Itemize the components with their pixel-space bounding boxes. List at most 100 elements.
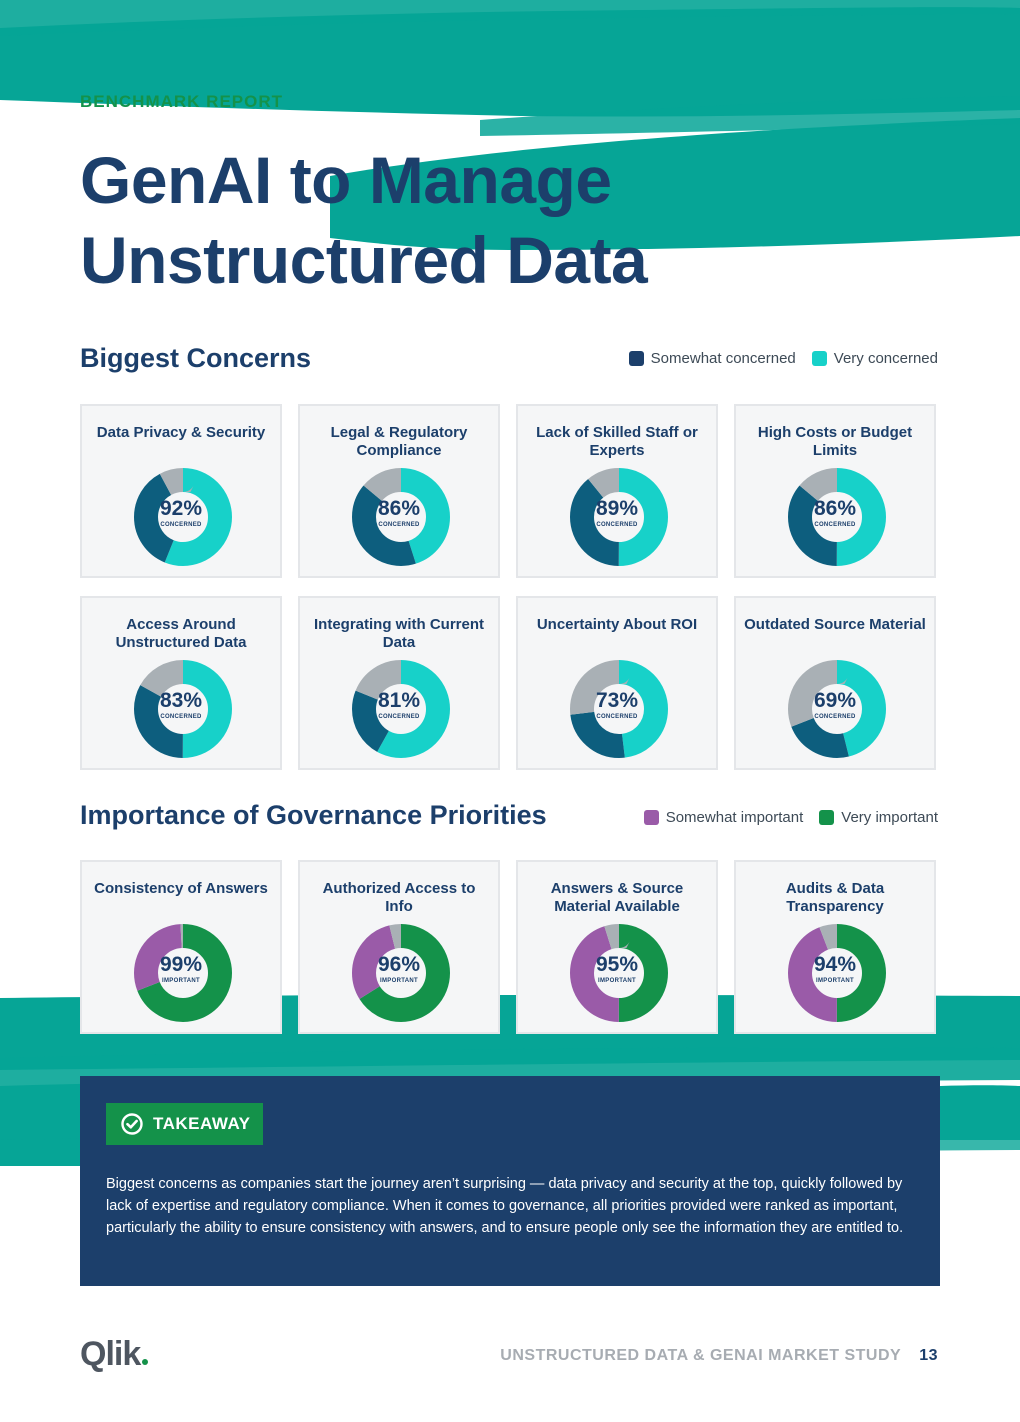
takeaway-badge: TAKEAWAY — [106, 1103, 263, 1145]
donut-chart — [570, 660, 668, 758]
chart-card: Authorized Access to Info 96% IMPORTANT — [298, 860, 500, 1034]
percentage-value: 99% — [159, 953, 203, 976]
donut-segment-not — [134, 468, 232, 566]
footer: UNSTRUCTURED DATA & GENAI MARKET STUDY 1… — [500, 1347, 938, 1365]
chart-card: Data Privacy & Security 92% CONCERNED — [80, 404, 282, 578]
chart-card-title: Lack of Skilled Staff or Experts — [536, 424, 698, 459]
percentage-value: 96% — [377, 953, 421, 976]
percentage-value: 92% — [159, 497, 203, 520]
legend-swatch-very — [819, 810, 835, 825]
donut-segment-not — [570, 660, 668, 758]
donut-segment-somewhat — [352, 924, 450, 1022]
logo-dot — [142, 1359, 149, 1365]
concerns-legend: Somewhat concerned Very concerned — [628, 350, 938, 367]
legend-swatch-somewhat — [643, 810, 659, 825]
percentage-sublabel: CONCERNED — [814, 714, 856, 720]
percentage-value: 73% — [595, 689, 639, 712]
percentage-value: 86% — [813, 497, 857, 520]
legend-swatch-very — [811, 351, 827, 366]
donut-segment-not — [352, 660, 450, 758]
title-line-1: GenAI to Manage — [80, 143, 612, 217]
percentage-sublabel: CONCERNED — [814, 522, 856, 528]
donut-chart — [352, 660, 450, 758]
percentage-sublabel: CONCERNED — [596, 522, 638, 528]
legend-label: Very important — [841, 809, 938, 826]
percentage-value: 94% — [813, 953, 857, 976]
donut-segment-not — [570, 468, 668, 566]
percentage-value: 95% — [595, 953, 639, 976]
chart-card: Outdated Source Material 69% CONCERNED — [734, 596, 936, 770]
legend-item-somewhat-important: Somewhat important — [643, 809, 804, 826]
donut-segment-not — [570, 924, 668, 1022]
chart-card-title: Audits & Data Transparency — [785, 880, 885, 915]
title-line-2: Unstructured Data — [80, 223, 648, 297]
legend-item-very-concerned: Very concerned — [811, 350, 938, 367]
donut-segment-somewhat — [570, 468, 668, 566]
percentage-sublabel: CONCERNED — [160, 714, 202, 720]
chart-card-title: Legal & Regulatory Compliance — [330, 424, 468, 459]
donut-segment-somewhat — [134, 660, 232, 758]
percentage-value: 86% — [377, 497, 421, 520]
takeaway-label: TAKEAWAY — [153, 1114, 251, 1133]
donut-segment-somewhat — [788, 468, 886, 566]
donut-segment-somewhat — [570, 924, 668, 1022]
percentage-sublabel: CONCERNED — [596, 714, 638, 720]
donut-chart — [570, 468, 668, 566]
chart-card: Answers & Source Material Available 95% IM… — [516, 860, 718, 1034]
percentage-value: 81% — [377, 689, 421, 712]
legend-item-somewhat-concerned: Somewhat concerned — [628, 350, 796, 367]
percentage-sublabel: IMPORTANT — [816, 978, 854, 984]
chart-card: Audits & Data Transparency 94% IMPORTANT — [734, 860, 936, 1034]
chart-card-title: Access Around Unstructured Data — [115, 616, 247, 651]
concerns-heading: Biggest Concerns — [80, 343, 312, 373]
donut-segment-somewhat — [788, 924, 886, 1022]
chart-card-title: Authorized Access to Info — [322, 880, 476, 915]
donut-segment-not — [788, 660, 886, 758]
donut-segment-not — [352, 468, 450, 566]
check-circle-icon — [121, 1113, 143, 1135]
chart-card-title: Answers & Source Material Available — [550, 880, 684, 915]
chart-card-title: Uncertainty About ROI — [536, 616, 698, 633]
donut-segment-somewhat — [352, 468, 450, 566]
donut-segment-somewhat — [570, 660, 668, 758]
donut-segment-somewhat — [352, 660, 450, 758]
page-title: GenAI to Manage Unstructured Data — [80, 140, 648, 300]
page-number: 13 — [919, 1347, 938, 1364]
donut-chart — [788, 468, 886, 566]
governance-heading: Importance of Governance Priorities — [80, 800, 547, 830]
legend-label: Somewhat important — [665, 809, 804, 826]
percentage-value: 69% — [813, 689, 857, 712]
percentage-sublabel: CONCERNED — [378, 714, 420, 720]
donut-chart — [134, 660, 232, 758]
chart-card: Integrating with Current Data 81% CONCERNE… — [298, 596, 500, 770]
chart-card: Consistency of Answers 99% IMPORTANT — [80, 860, 282, 1034]
chart-card-title: Integrating with Current Data — [314, 616, 484, 651]
takeaway-text: Biggest concerns as companies start the … — [106, 1176, 904, 1236]
donut-segment-somewhat — [134, 468, 232, 566]
donut-segment-not — [134, 660, 232, 758]
qlik-logo: Qlik — [80, 1335, 149, 1374]
percentage-sublabel: CONCERNED — [160, 522, 202, 528]
donut-segment-not — [788, 924, 886, 1022]
donut-segment-not — [788, 468, 886, 566]
legend-item-very-important: Very important — [819, 809, 938, 826]
governance-legend: Somewhat important Very important — [643, 809, 938, 826]
report-eyebrow: BENCHMARK REPORT — [80, 92, 283, 111]
chart-card-title: Outdated Source Material — [744, 616, 926, 633]
percentage-sublabel: IMPORTANT — [598, 978, 636, 984]
chart-card: High Costs or Budget Limits 86% CONCERNED — [734, 404, 936, 578]
legend-swatch-somewhat — [628, 351, 644, 366]
legend-label: Somewhat concerned — [650, 350, 796, 367]
percentage-sublabel: IMPORTANT — [380, 978, 418, 984]
percentage-value: 89% — [595, 497, 639, 520]
legend-label: Very concerned — [833, 350, 938, 367]
chart-card-title: Data Privacy & Security — [96, 424, 266, 441]
donut-segment-somewhat — [788, 660, 886, 758]
chart-card-title: Consistency of Answers — [94, 880, 268, 897]
chart-card: Uncertainty About ROI 73% CONCERNED — [516, 596, 718, 770]
donut-segment-not — [134, 924, 232, 1022]
donut-segment-not — [352, 924, 450, 1022]
logo-wordmark: Qlik — [80, 1335, 141, 1373]
donut-chart — [788, 660, 886, 758]
donut-chart — [134, 468, 232, 566]
